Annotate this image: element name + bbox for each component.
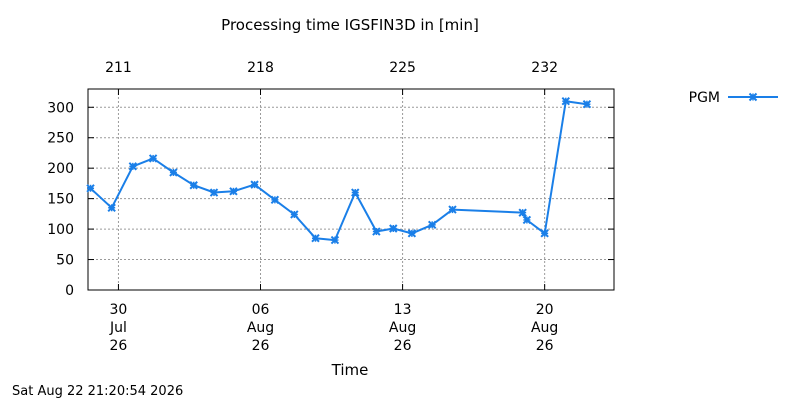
y-tick-label: 300 [47,100,74,116]
x-tick-label: 26 [536,338,554,354]
y-tick-label: 200 [47,161,74,177]
x2-axis: 211 218 225 232 [105,60,558,76]
x2-tick-label: 218 [247,60,274,76]
x-axis-label: Time [331,361,369,379]
data-point [522,215,532,225]
data-point [427,220,437,230]
x-tick-label: Aug [389,320,416,336]
data-point [448,205,457,214]
data-point [389,224,398,233]
x-tick-label: 26 [252,338,270,354]
data-point [407,229,417,238]
data-point [86,184,95,193]
data-point [372,227,381,236]
data-point [518,208,527,217]
data-point [148,154,158,163]
y-tick-label: 0 [65,283,74,299]
x-tick-label: 26 [394,338,412,354]
data-point [561,96,571,106]
data-point [209,188,219,197]
series-layer [86,96,592,245]
series-line-pgm [89,100,588,242]
x-tick-label: 20 [536,302,554,318]
data-point [229,187,238,196]
y-tick-label: 50 [56,253,74,269]
data-point [311,234,320,243]
grid-lines [88,89,614,290]
data-point [330,235,340,245]
x2-tick-label: 211 [105,60,132,76]
x-tick-label: Jul [109,320,127,336]
legend: PGM [689,90,778,106]
x-tick-label: 13 [394,302,412,318]
data-point [540,229,549,238]
x2-tick-label: 225 [389,60,416,76]
data-point [128,162,138,171]
data-point [169,168,178,177]
data-point [351,188,360,197]
x-tick-label: 30 [110,302,128,318]
y-tick-label: 250 [47,131,74,147]
x-tick-label: 26 [110,338,128,354]
legend-marker-pgm [748,92,758,102]
chart-title: Processing time IGSFIN3D in [min] [221,16,479,34]
y-axis: 0 50 100 150 200 250 300 [47,100,614,299]
footer-timestamp: Sat Aug 22 21:20:54 2026 [12,384,183,399]
y-tick-label: 100 [47,222,74,238]
data-point [290,210,299,219]
x-tick-label: Aug [531,320,558,336]
y-tick-label: 150 [47,192,74,208]
plot-frame [87,88,615,291]
data-point [189,181,198,190]
x-tick-label: 06 [252,302,270,318]
data-point [107,203,116,212]
x-axis: 30 Jul 26 06 Aug 26 13 Aug 26 20 Aug 26 [109,89,558,354]
x-tick-label: Aug [247,320,274,336]
data-point [250,180,259,189]
data-point [582,100,592,109]
legend-marker-glyph [748,92,758,102]
legend-label-pgm: PGM [689,90,720,106]
data-point [270,195,280,205]
x2-tick-label: 232 [531,60,558,76]
